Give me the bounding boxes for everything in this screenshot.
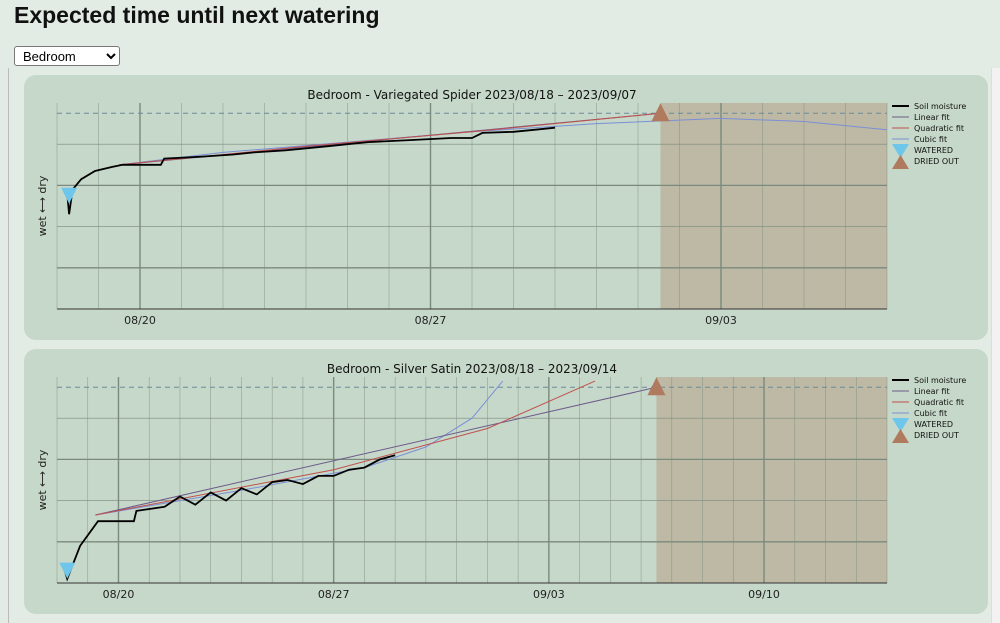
y-axis-label: wet ⟷ dry: [36, 175, 49, 236]
legend-label: Cubic fit: [914, 409, 947, 418]
dried-out-region: [660, 103, 887, 309]
legend-watered-icon: [892, 144, 909, 158]
legend-label: Linear fit: [914, 113, 950, 122]
watered-marker: [61, 187, 78, 204]
x-tick-label: 09/10: [748, 588, 780, 601]
cubic-fit-line: [95, 380, 504, 516]
legend-label: WATERED: [914, 420, 953, 429]
legend-dried-icon: [892, 429, 909, 443]
cubic-fit-line: [119, 117, 887, 166]
dried-out-region: [656, 377, 887, 583]
x-tick-label: 08/20: [103, 588, 135, 601]
legend-label: Cubic fit: [914, 135, 947, 144]
legend-watered-icon: [892, 418, 909, 432]
chart-svg: 08/20 08/27 09/03 09/10 Bedroom - Silver Sat…: [36, 362, 966, 601]
chart-title: Bedroom - Variegated Spider 2023/08/18 –…: [307, 88, 636, 102]
y-axis-label: wet ⟷ dry: [36, 449, 49, 510]
soil-moisture-line: [63, 454, 396, 582]
x-tick-label: 08/27: [318, 588, 350, 601]
x-tick-label: 08/27: [415, 314, 447, 327]
legend-label: Soil moisture: [914, 102, 966, 111]
page-title: Expected time until next watering: [14, 2, 380, 28]
legend-label: Linear fit: [914, 387, 950, 396]
x-tick-label: 08/20: [124, 314, 156, 327]
quadratic-fit-line: [119, 112, 661, 166]
legend-label: Soil moisture: [914, 376, 966, 385]
chart-panel-silver-satin: 08/20 08/27 09/03 09/10 Bedroom - Silver Sat…: [24, 349, 988, 614]
soil-moisture-line: [66, 126, 556, 215]
watered-marker: [59, 562, 76, 579]
legend-label: DRIED OUT: [914, 157, 959, 166]
chart-svg: 08/20 08/27 09/03 Bedroom - Variegated Spid…: [36, 88, 966, 327]
chart-title: Bedroom - Silver Satin 2023/08/18 – 2023…: [327, 362, 617, 376]
legend-dried-icon: [892, 155, 909, 169]
x-tick-label: 09/03: [705, 314, 737, 327]
legend-label: Quadratic fit: [914, 124, 964, 133]
dried-out-marker: [651, 103, 670, 122]
linear-fit-line: [95, 386, 657, 516]
legend-label: Quadratic fit: [914, 398, 964, 407]
charts-container: 08/20 08/27 09/03 Bedroom - Variegated Spid…: [8, 68, 993, 623]
chart-panel-variegated-spider: 08/20 08/27 09/03 Bedroom - Variegated Spid…: [24, 75, 988, 340]
room-select[interactable]: Bedroom: [14, 46, 120, 66]
scrollbar[interactable]: [991, 68, 1000, 623]
quadratic-fit-line: [95, 380, 596, 516]
legend-label: WATERED: [914, 146, 953, 155]
legend-label: DRIED OUT: [914, 431, 959, 440]
dried-out-marker: [647, 377, 666, 396]
x-tick-label: 09/03: [533, 588, 565, 601]
